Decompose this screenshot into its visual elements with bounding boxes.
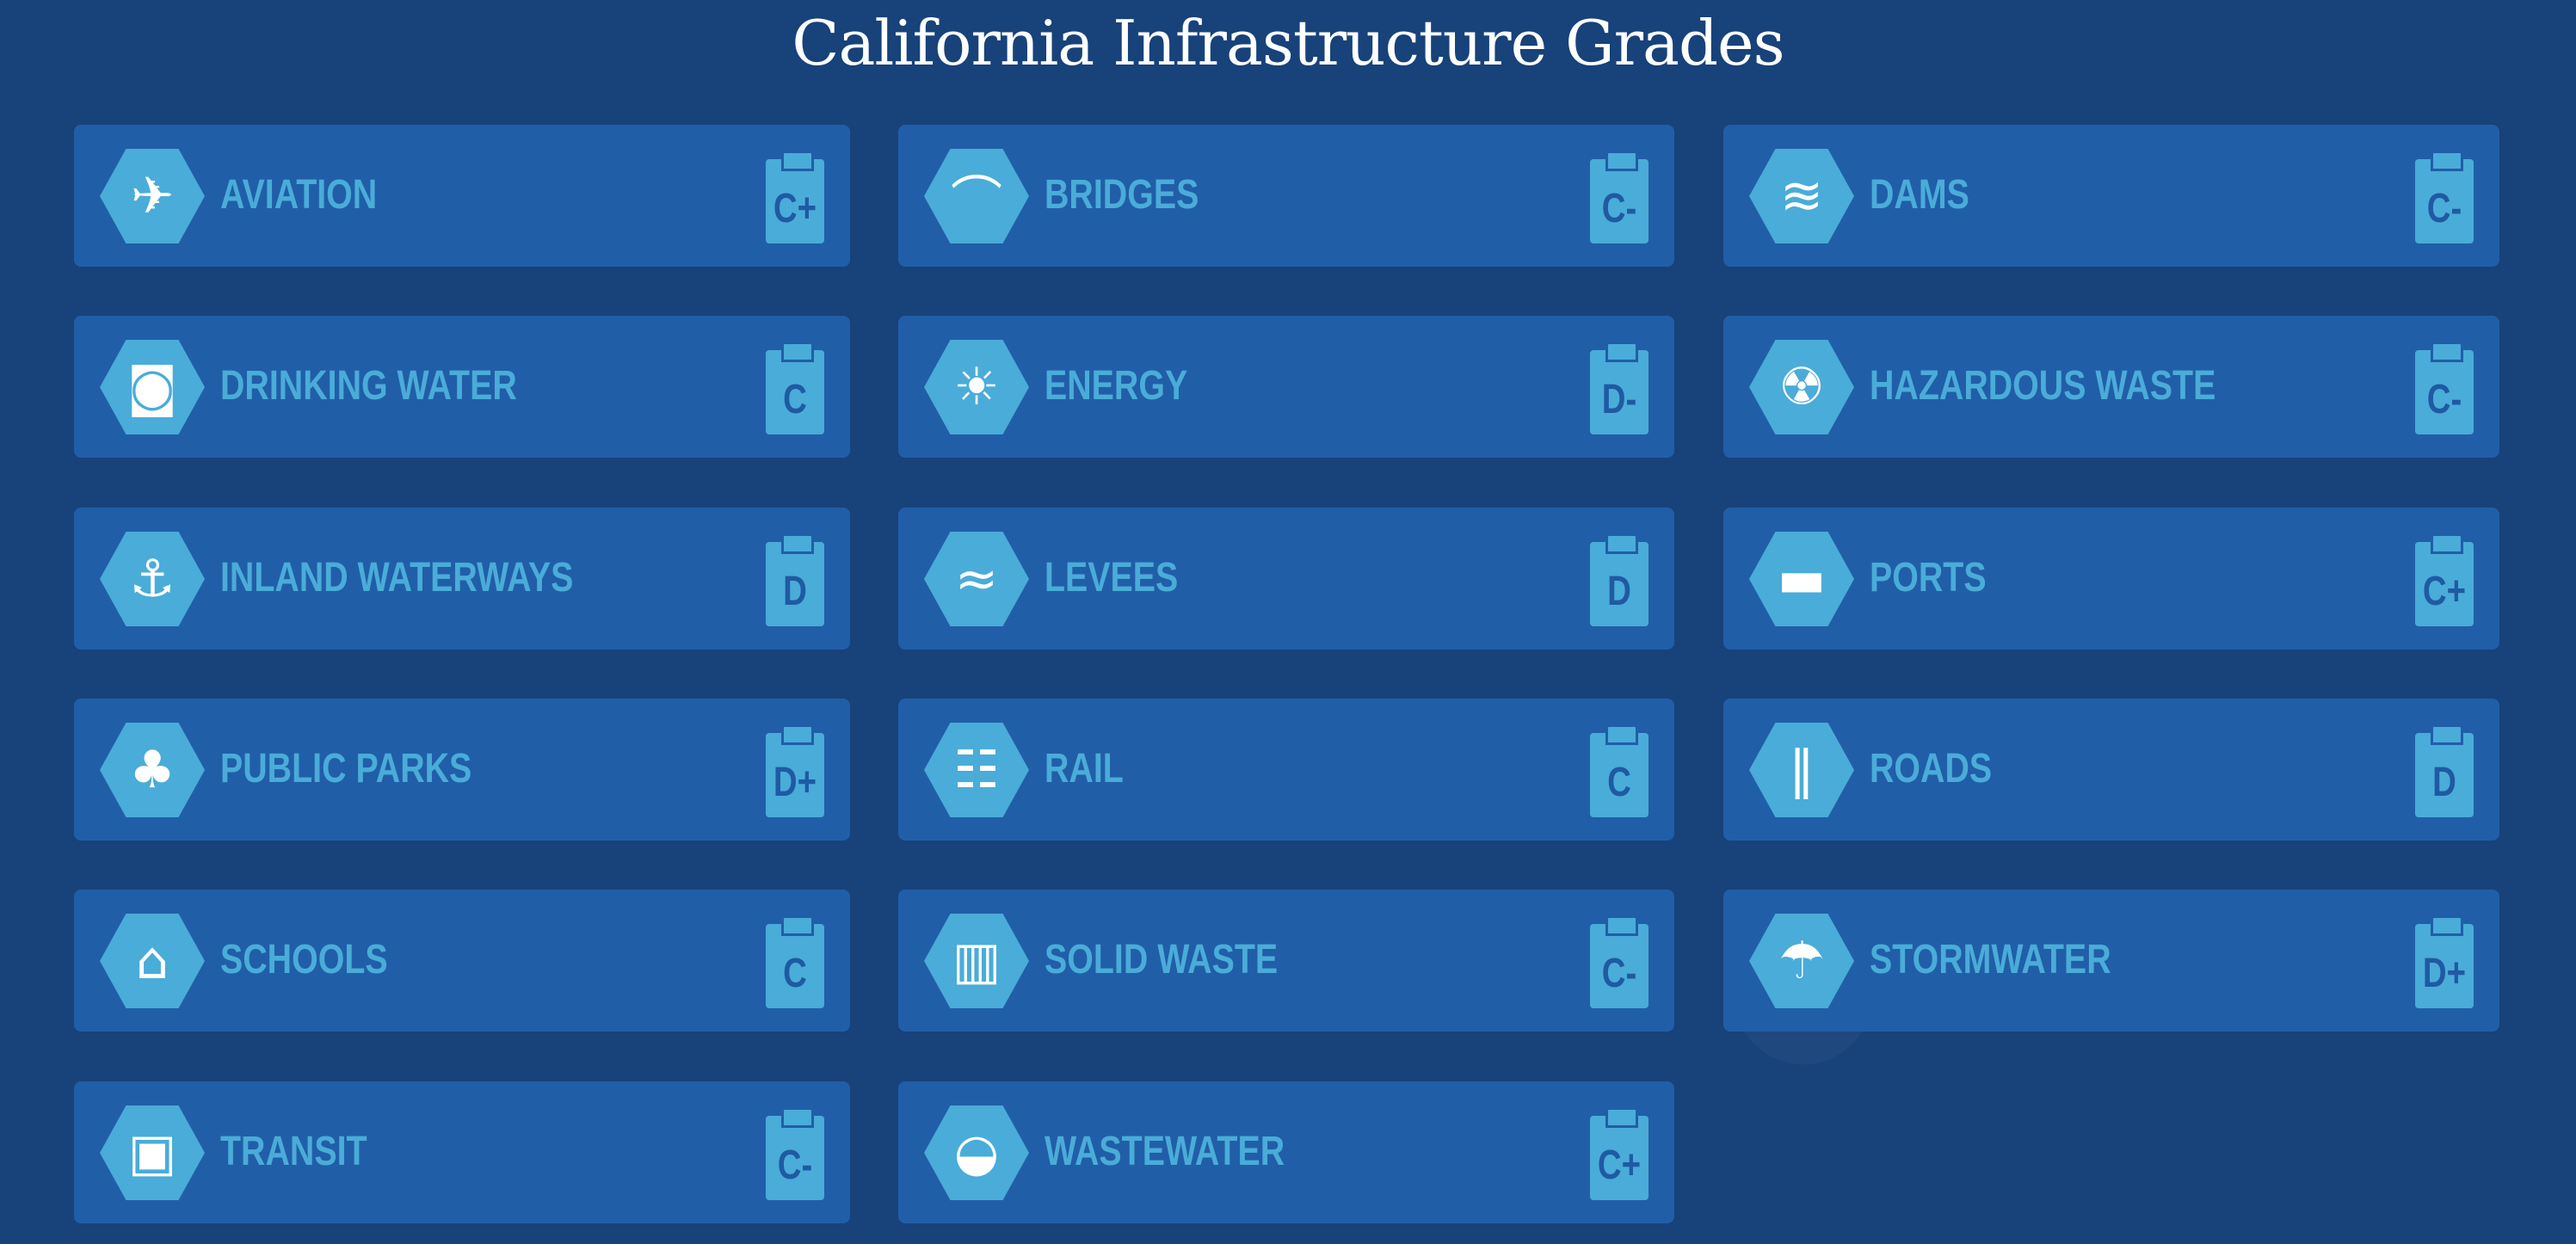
category-card-hazardous-waste[interactable]: ☢ HAZARDOUS WASTE C- — [1723, 316, 2499, 458]
category-card-solid-waste[interactable]: ▥ SOLID WASTE C- — [898, 890, 1674, 1032]
clipboard-icon: C- — [766, 1107, 824, 1200]
category-card-levees[interactable]: ≈ LEVEES D — [898, 508, 1674, 650]
grade-badge: C+ — [773, 186, 817, 231]
category-label: TRANSIT — [220, 1129, 367, 1174]
airplane-icon: ✈ — [100, 149, 205, 243]
clipboard-icon: C+ — [766, 151, 824, 243]
category-label: STORMWATER — [1870, 937, 2111, 982]
ship-icon: ⚓ — [100, 532, 205, 626]
grade-badge: C — [783, 377, 807, 422]
page-title: California Infrastructure Grades — [792, 7, 1784, 79]
category-label: WASTEWATER — [1045, 1129, 1285, 1174]
clipboard-icon: C- — [2415, 342, 2474, 434]
tree-icon: ♣ — [100, 723, 205, 817]
category-label: ROADS — [1870, 746, 1993, 791]
grade-badge: C- — [1601, 951, 1637, 996]
clipboard-icon: D — [1590, 533, 1649, 626]
category-label: RAIL — [1045, 746, 1124, 791]
grade-badge: D — [1607, 569, 1631, 614]
category-label: DRINKING WATER — [220, 363, 517, 409]
grade-badge: C- — [1601, 186, 1637, 231]
grade-badge: C+ — [2422, 569, 2467, 614]
category-card-ports[interactable]: ▬ PORTS C+ — [1723, 508, 2499, 650]
category-card-aviation[interactable]: ✈ AVIATION C+ — [74, 125, 850, 267]
category-label: ENERGY — [1045, 363, 1188, 409]
category-card-public-parks[interactable]: ♣ PUBLIC PARKS D+ — [74, 699, 850, 841]
clipboard-icon: C — [1590, 724, 1649, 817]
category-label: PUBLIC PARKS — [220, 746, 472, 791]
category-card-rail[interactable]: ☷ RAIL C — [898, 699, 1674, 841]
clipboard-icon: C- — [1590, 915, 1649, 1008]
clipboard-icon: C- — [2415, 151, 2474, 243]
category-card-bridges[interactable]: ⌒ BRIDGES C- — [898, 125, 1674, 267]
grade-badge: C+ — [1597, 1142, 1642, 1188]
grade-badge: C- — [2426, 377, 2462, 422]
grade-badge: D- — [1601, 377, 1637, 422]
clipboard-icon: C — [766, 915, 824, 1008]
category-card-schools[interactable]: ⌂ SCHOOLS C — [74, 890, 850, 1032]
storm-drain-icon: ☂ — [1749, 914, 1854, 1008]
category-label: SOLID WASTE — [1045, 937, 1279, 982]
grade-badge: C- — [777, 1142, 813, 1188]
grade-badge: C — [1607, 760, 1631, 805]
clipboard-icon: D+ — [766, 724, 824, 817]
clipboard-icon: D — [2415, 724, 2474, 817]
clipboard-icon: C — [766, 342, 824, 434]
grade-badge: D+ — [773, 760, 817, 805]
levee-icon: ≈ — [924, 532, 1029, 626]
grade-badge: D — [2432, 760, 2456, 805]
clipboard-icon: C+ — [2415, 533, 2474, 626]
category-card-inland-waterways[interactable]: ⚓ INLAND WATERWAYS D — [74, 508, 850, 650]
category-label: HAZARDOUS WASTE — [1870, 363, 2216, 409]
clipboard-icon: D+ — [2415, 915, 2474, 1008]
category-card-dams[interactable]: ≋ DAMS C- — [1723, 125, 2499, 267]
category-label: LEVEES — [1045, 555, 1179, 600]
trash-can-icon: ▥ — [924, 914, 1029, 1008]
category-card-stormwater[interactable]: ☂ STORMWATER D+ — [1723, 890, 2499, 1032]
grade-badge: D — [783, 569, 807, 614]
bus-icon: ▣ — [100, 1105, 205, 1200]
category-label: BRIDGES — [1045, 172, 1199, 218]
category-label: INLAND WATERWAYS — [220, 555, 574, 600]
category-card-wastewater[interactable]: ◒ WASTEWATER C+ — [898, 1081, 1674, 1223]
clipboard-icon: D- — [1590, 342, 1649, 434]
rail-track-icon: ☷ — [924, 723, 1029, 817]
category-label: PORTS — [1870, 555, 1987, 600]
water-glass-icon: ◙ — [100, 340, 205, 434]
category-label: SCHOOLS — [220, 937, 388, 982]
category-card-energy[interactable]: ☀ ENERGY D- — [898, 316, 1674, 458]
clipboard-icon: C- — [1590, 151, 1649, 243]
category-card-drinking-water[interactable]: ◙ DRINKING WATER C — [74, 316, 850, 458]
grade-badge: C- — [2426, 186, 2462, 231]
lightbulb-icon: ☀ — [924, 340, 1029, 434]
category-label: AVIATION — [220, 172, 378, 218]
category-label: DAMS — [1870, 172, 1969, 218]
category-card-roads[interactable]: ‖ ROADS D — [1723, 699, 2499, 841]
cargo-ship-icon: ▬ — [1749, 532, 1854, 626]
clipboard-icon: C+ — [1590, 1107, 1649, 1200]
dam-icon: ≋ — [1749, 149, 1854, 243]
grade-badge: D+ — [2422, 951, 2467, 996]
grade-badge: C — [783, 951, 807, 996]
hazard-barrel-icon: ☢ — [1749, 340, 1854, 434]
category-card-transit[interactable]: ▣ TRANSIT C- — [74, 1081, 850, 1223]
clipboard-icon: D — [766, 533, 824, 626]
toilet-icon: ◒ — [924, 1105, 1029, 1200]
school-icon: ⌂ — [100, 914, 205, 1008]
bridge-icon: ⌒ — [924, 149, 1029, 243]
road-icon: ‖ — [1749, 723, 1854, 817]
